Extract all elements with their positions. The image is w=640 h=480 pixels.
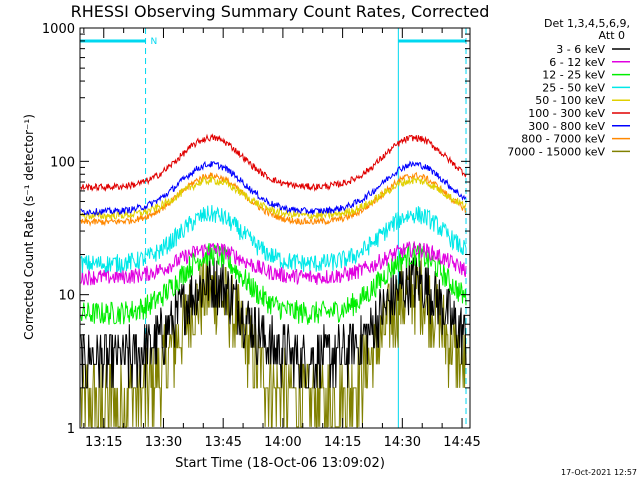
series-line-1 [80,241,467,286]
legend-label: 12 - 25 keV [542,69,605,82]
saa-label: N [151,37,158,47]
series-line-3 [80,205,467,274]
legend-label: 100 - 300 keV [528,107,605,120]
y-tick-label: 1000 [42,22,75,37]
x-tick-label: 13:15 [85,435,122,450]
x-tick-label: 13:30 [145,435,182,450]
x-tick-label: 14:15 [324,435,361,450]
chart-title: RHESSI Observing Summary Count Rates, Co… [71,2,490,21]
x-tick-label: 13:45 [204,435,241,450]
series-line-4 [80,175,467,220]
legend-header: Det 1,3,4,5,6,9, [544,17,630,30]
y-tick-label: 1 [67,422,75,437]
x-axis-label: Start Time (18-Oct-06 13:09:02) [175,456,385,471]
legend-label: 25 - 50 keV [542,81,605,94]
footer-timestamp: 17-Oct-2021 12:57 [561,468,637,477]
y-tick-label: 100 [50,155,75,170]
plot-area: N [79,28,467,428]
series-line-6 [80,160,467,217]
legend-label: 3 - 6 keV [556,43,605,56]
legend-label: 6 - 12 keV [549,56,605,69]
plot-frame [79,27,471,429]
x-tick-label: 14:00 [264,435,301,450]
legend-label: 7000 - 15000 keV [507,145,605,158]
series-line-0 [80,257,467,389]
y-tick-label: 10 [58,289,75,304]
legend-label: 300 - 800 keV [528,120,605,133]
x-tick-label: 14:30 [384,435,421,450]
series-line-5 [80,133,467,193]
axes: 1 10 100 1000 13:15 13:30 13:45 14:00 14:15 14:30… [42,22,481,450]
y-axis-label: Corrected Count Rate (s⁻¹ detector⁻¹) [22,114,36,340]
legend-label: 800 - 7000 keV [521,133,605,146]
legend-label: 50 - 100 keV [535,94,605,107]
legend-header-2: Att 0 [599,29,625,42]
x-tick-label: 14:45 [443,435,480,450]
series-line-2 [80,243,467,325]
